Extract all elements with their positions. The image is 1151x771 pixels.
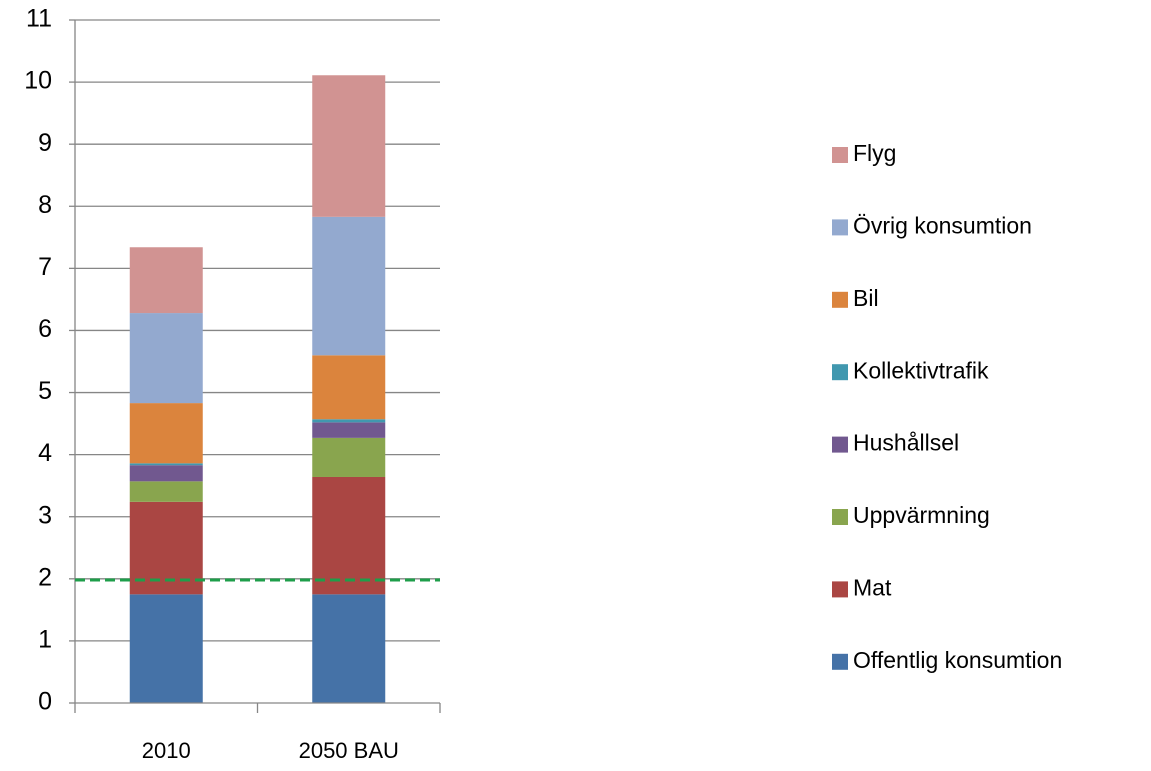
x-tick-label: 2050 BAU <box>299 738 399 763</box>
legend-swatch <box>832 291 848 308</box>
y-tick-label: 4 <box>38 439 52 467</box>
legend-label: Hushållsel <box>853 430 959 456</box>
bar-segment <box>129 313 203 404</box>
y-tick-label: 0 <box>38 688 52 716</box>
legend-swatch <box>832 509 848 525</box>
bar-segment <box>312 355 386 420</box>
legend-swatch <box>832 147 848 163</box>
legend-swatch <box>832 219 848 236</box>
y-tick-label: 3 <box>38 501 52 529</box>
legend-swatch <box>832 653 848 670</box>
y-tick-label: 7 <box>38 253 52 281</box>
legend-swatch <box>832 581 848 598</box>
legend-label: Övrig konsumtion <box>853 212 1032 238</box>
bar-segment <box>129 594 203 703</box>
y-tick-label: 11 <box>26 5 52 33</box>
bar-segment <box>129 247 203 314</box>
bar-segment <box>312 594 386 703</box>
bar-segment <box>129 403 203 464</box>
bar-segment <box>312 422 386 438</box>
bar-segment <box>312 419 386 423</box>
y-tick-label: 8 <box>38 191 52 219</box>
legend-label: Uppvärmning <box>853 502 990 528</box>
y-tick-label: 5 <box>38 377 52 405</box>
bar-segment <box>312 75 386 217</box>
legend-label: Offentlig konsumtion <box>853 647 1062 673</box>
y-tick-label: 1 <box>38 626 52 654</box>
y-tick-label: 10 <box>24 67 52 95</box>
bar-segment <box>129 463 203 466</box>
legend-label: Flyg <box>853 140 896 166</box>
legend-swatch <box>832 364 848 381</box>
legend-label: Bil <box>853 285 879 311</box>
y-tick-label: 6 <box>38 315 52 343</box>
bar-segment <box>129 481 203 502</box>
legend-label: Mat <box>853 574 892 600</box>
bar-segment <box>129 465 203 482</box>
bar-segment <box>312 476 386 595</box>
x-tick-label: 2010 <box>142 738 191 763</box>
legend-label: Kollektivtrafik <box>853 357 989 383</box>
bar-segment <box>312 437 386 477</box>
legend-swatch <box>832 436 848 453</box>
y-tick-label: 2 <box>38 563 52 591</box>
y-tick-label: 9 <box>38 129 52 157</box>
bar-segment <box>312 216 386 356</box>
